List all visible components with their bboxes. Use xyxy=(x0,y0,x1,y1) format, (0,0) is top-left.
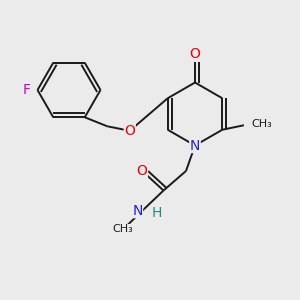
Text: O: O xyxy=(136,164,147,178)
Text: O: O xyxy=(124,124,135,138)
Text: H: H xyxy=(152,206,162,220)
Text: CH₃: CH₃ xyxy=(112,224,134,235)
Text: O: O xyxy=(190,47,200,61)
Text: F: F xyxy=(23,83,31,97)
Text: N: N xyxy=(190,139,200,152)
Text: N: N xyxy=(132,204,142,218)
Text: CH₃: CH₃ xyxy=(251,119,272,129)
